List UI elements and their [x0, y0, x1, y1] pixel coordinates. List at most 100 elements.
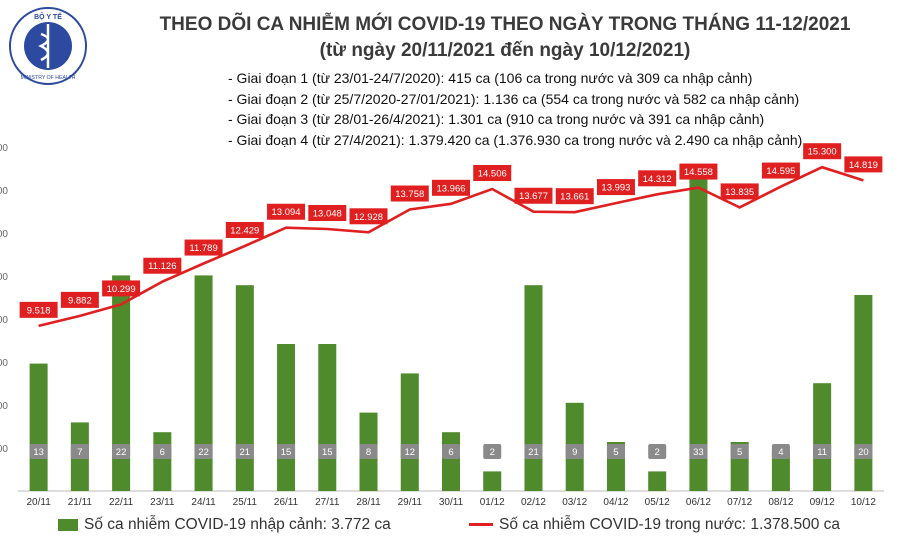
bar — [442, 432, 460, 491]
bar — [524, 285, 543, 491]
bar-data-label: 6 — [160, 447, 165, 458]
bar — [854, 295, 873, 491]
line-data-label: 13.835 — [725, 187, 754, 198]
y-tick-label: 00 — [0, 143, 8, 154]
line-label-box — [596, 179, 635, 196]
x-tick-label: 26/11 — [274, 497, 299, 508]
bar-data-label: 6 — [448, 447, 453, 458]
bar-data-label: 33 — [693, 447, 704, 458]
phase-note: - Giai đoạn 4 (từ 27/4/2021): 1.379.420 … — [228, 131, 803, 148]
line-label-box — [638, 170, 677, 187]
bar-label-box — [29, 444, 48, 459]
bar-data-label: 7 — [77, 447, 82, 458]
bar-label-box — [235, 444, 254, 459]
bar-label-box — [689, 444, 708, 459]
line-label-box — [761, 162, 800, 179]
line-label-box — [844, 156, 883, 173]
bar-data-label: 8 — [366, 447, 371, 458]
bar-data-label: 2 — [490, 447, 495, 458]
phase-note: - Giai đoạn 2 (từ 25/7/2020-27/01/2021):… — [228, 90, 800, 107]
line-label-box — [803, 143, 842, 160]
bar — [648, 471, 667, 491]
x-tick-label: 23/11 — [150, 497, 175, 508]
line-label-box — [720, 183, 759, 200]
line-data-label: 14.506 — [478, 168, 507, 179]
line-data-label: 14.595 — [766, 166, 795, 177]
bar-label-box — [648, 444, 667, 459]
bar-data-label: 22 — [198, 447, 209, 458]
line-label-box — [432, 179, 470, 196]
bar-label-box — [277, 444, 296, 459]
line-data-label: 9.882 — [68, 295, 92, 306]
x-tick-label: 25/11 — [233, 497, 258, 508]
ministry-of-health-logo: BỘ Y TẾ MINISTRY OF HEALTH — [9, 7, 87, 85]
bar-label-box — [194, 444, 213, 459]
x-tick-label: 02/12 — [521, 497, 546, 508]
x-tick-label: 30/11 — [439, 497, 464, 508]
x-tick-label: 08/12 — [768, 497, 793, 508]
line-label-box — [390, 185, 429, 202]
x-tick-label: 10/12 — [851, 497, 876, 508]
legend-imported: Số ca nhiễm COVID-19 nhập cảnh: 3.772 ca — [58, 516, 391, 534]
bar — [400, 373, 419, 491]
bar-label-box — [318, 444, 337, 459]
line-data-label: 14.312 — [643, 174, 672, 185]
line-data-label: 10.299 — [107, 284, 136, 295]
bar-label-box — [359, 444, 378, 459]
x-tick-label: 05/12 — [645, 497, 670, 508]
line-data-label: 13.993 — [601, 183, 630, 194]
bar-label-box — [606, 444, 625, 459]
line-data-label: 14.819 — [849, 160, 878, 171]
x-tick-label: 20/11 — [26, 497, 51, 508]
bar-label-box — [524, 444, 543, 459]
line-label-box — [143, 257, 182, 274]
phase-notes: - Giai đoạn 1 (từ 23/01-24/7/2020): 415 … — [228, 68, 802, 150]
bar-data-label: 5 — [613, 447, 618, 458]
line-data-label: 12.928 — [354, 212, 383, 223]
line-data-label: 13.966 — [436, 183, 465, 194]
x-tick-label: 21/11 — [68, 497, 93, 508]
bar-data-label: 21 — [240, 447, 251, 458]
bar-label-box — [771, 444, 790, 459]
y-tick-label: 00 — [0, 272, 8, 283]
bar-data-label: 4 — [778, 447, 783, 458]
chart-title: THEO DÕI CA NHIỄM MỚI COVID-19 THEO NGÀY… — [159, 14, 851, 35]
line-label-box — [514, 187, 553, 204]
bar-data-label: 2 — [655, 447, 660, 458]
line-label-box — [555, 188, 594, 205]
line-data-label: 15.300 — [808, 147, 837, 158]
bar-data-label: 15 — [281, 447, 292, 458]
bar — [483, 471, 502, 491]
y-tick-label: 00 — [0, 401, 8, 412]
domestic-cases-line — [38, 165, 864, 328]
bar — [277, 344, 296, 491]
line-label-box — [102, 280, 141, 297]
x-tick-label: 01/12 — [480, 497, 505, 508]
bar-label-box — [565, 444, 584, 459]
bar-data-label: 20 — [858, 447, 869, 458]
x-tick-label: 07/12 — [727, 497, 752, 508]
line-data-label: 13.661 — [560, 192, 589, 203]
x-tick-label: 24/11 — [191, 497, 216, 508]
line-data-label: 13.094 — [272, 207, 301, 218]
x-tick-label: 03/12 — [562, 497, 587, 508]
bar — [153, 432, 172, 491]
legend-imported-label: Số ca nhiễm COVID-19 nhập cảnh: 3.772 ca — [84, 516, 391, 533]
bar-data-label: 15 — [322, 447, 333, 458]
line-label-box — [473, 164, 512, 181]
legend-domestic-label: Số ca nhiễm COVID-19 trong nước: 1.378.5… — [499, 516, 841, 533]
bar-data-label: 5 — [737, 447, 742, 458]
bar — [318, 344, 337, 491]
bar-data-label: 9 — [572, 447, 577, 458]
x-tick-label: 28/11 — [356, 497, 381, 508]
x-tick-label: 27/11 — [315, 497, 340, 508]
line-data-label: 12.429 — [230, 225, 259, 236]
x-tick-label: 29/11 — [398, 497, 423, 508]
line-label-box — [60, 291, 99, 308]
logo-top-text: BỘ Y TẾ — [34, 11, 62, 21]
x-tick-label: 22/11 — [109, 497, 134, 508]
line-label-box — [225, 221, 264, 238]
line-data-label: 13.758 — [395, 189, 424, 200]
bar-label-box — [153, 444, 172, 459]
